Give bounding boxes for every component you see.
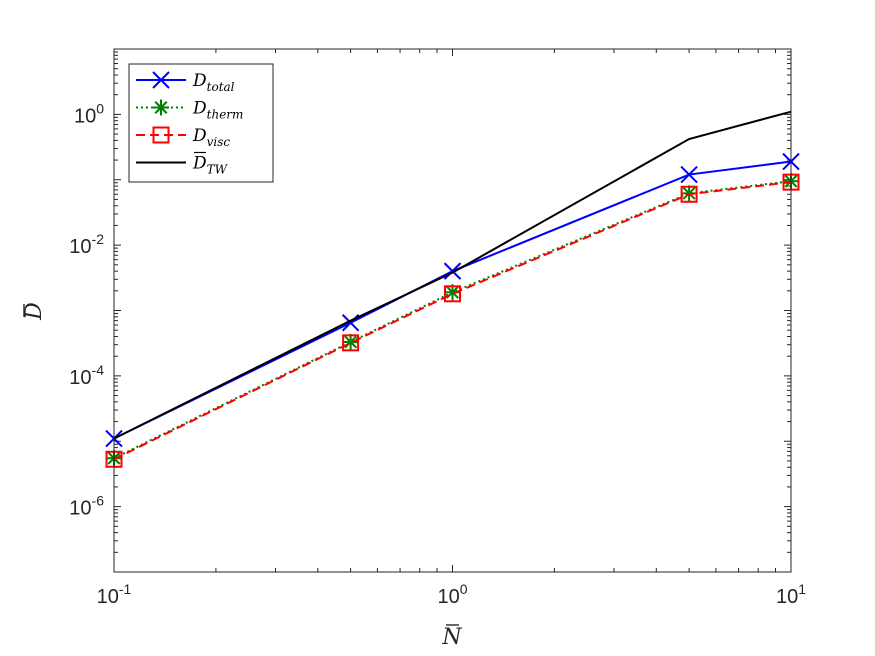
series-visc — [105, 173, 800, 468]
series-line — [113, 110, 792, 440]
y-tick-label: 100 — [74, 100, 104, 127]
y-axis-label: D — [22, 302, 47, 321]
ticks — [113, 49, 791, 573]
y-tick-label: 10-6 — [69, 493, 104, 520]
tick-labels: 10-1 100 101 10-6 10-4 10-2 100 — [69, 100, 806, 608]
legend-label: DTW — [192, 154, 229, 177]
square-marker — [444, 285, 461, 303]
legend-label: Dvisc — [192, 126, 230, 149]
legend-item: DTW — [136, 151, 229, 177]
y-tick-label: 10-2 — [69, 231, 104, 258]
x-marker — [680, 165, 698, 184]
x-axis-label: N — [441, 625, 462, 650]
series-layer — [105, 110, 800, 468]
legend-item: Dvisc — [136, 126, 230, 149]
asterisk-marker — [153, 99, 169, 116]
x-marker — [152, 71, 170, 89]
y-tick-label: 10-4 — [69, 362, 104, 389]
square-marker — [342, 334, 360, 352]
legend-label: Dtotal — [192, 71, 235, 94]
square-marker — [152, 126, 170, 144]
asterisk-marker — [342, 333, 359, 350]
plot-frame — [113, 48, 792, 573]
legend-item: Dtherm — [136, 99, 243, 122]
series-line — [113, 181, 792, 461]
x-tick-label: 101 — [776, 581, 806, 608]
x-marker — [443, 262, 462, 280]
x-tick-label: 10-1 — [97, 581, 132, 608]
legend: Dtotal Dtherm Dvisc DTW — [128, 63, 274, 183]
legend-item: Dtotal — [136, 71, 235, 94]
x-tick-label: 100 — [437, 581, 467, 608]
series-tw — [113, 110, 792, 440]
legend-label: Dtherm — [192, 99, 243, 122]
square-marker — [680, 185, 698, 203]
